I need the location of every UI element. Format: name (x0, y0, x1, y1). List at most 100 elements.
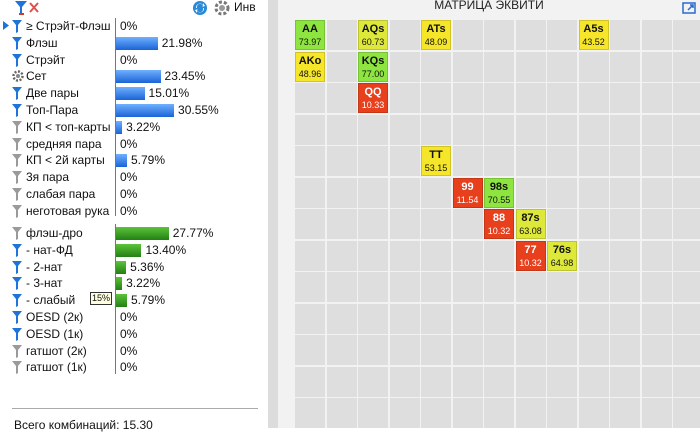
matrix-cell[interactable] (484, 272, 514, 302)
matrix-cell[interactable] (389, 177, 420, 208)
matrix-cell[interactable] (389, 366, 420, 397)
matrix-cell[interactable] (389, 114, 420, 145)
matrix-cell[interactable] (421, 272, 451, 302)
matrix-cell[interactable] (389, 335, 420, 365)
matrix-cell[interactable] (295, 398, 325, 428)
matrix-cell[interactable] (452, 335, 483, 365)
matrix-cell[interactable] (389, 303, 420, 334)
matrix-cell[interactable] (641, 114, 672, 145)
matrix-cell[interactable] (515, 366, 546, 397)
filter-blue-icon[interactable] (12, 243, 24, 257)
hand-cell-AQs[interactable]: AQs 60.73 (358, 20, 388, 50)
matrix-cell[interactable] (389, 240, 420, 271)
matrix-cell[interactable] (610, 209, 640, 239)
matrix-cell[interactable] (673, 20, 700, 50)
draws-row[interactable]: - 2-нат 5.36% (4, 259, 260, 276)
matrix-cell[interactable] (389, 146, 420, 176)
matrix-cell[interactable] (547, 209, 577, 239)
matrix-cell[interactable] (578, 240, 609, 271)
matrix-cell[interactable] (421, 177, 451, 208)
stats-row[interactable]: Сет 23.45% (4, 68, 260, 85)
matrix-cell[interactable] (389, 398, 420, 428)
matrix-cell[interactable] (484, 398, 514, 428)
draws-row[interactable]: гатшот (1к) 0% (4, 359, 260, 376)
matrix-cell[interactable] (452, 272, 483, 302)
draws-row[interactable]: - 3-нат 3.22% (4, 275, 260, 292)
matrix-cell[interactable] (578, 177, 609, 208)
matrix-cell[interactable] (673, 209, 700, 239)
matrix-cell[interactable] (452, 240, 483, 271)
filter-blue-icon[interactable] (12, 327, 24, 341)
matrix-cell[interactable] (610, 114, 640, 145)
draws-row[interactable]: - слабый 5.79% (4, 292, 260, 309)
stats-row[interactable]: Топ-Пара 30.55% (4, 102, 260, 119)
refresh-icon[interactable] (192, 0, 208, 16)
matrix-cell[interactable] (358, 209, 388, 239)
matrix-cell[interactable] (295, 177, 325, 208)
matrix-cell[interactable] (295, 366, 325, 397)
matrix-cell[interactable] (295, 146, 325, 176)
matrix-cell[interactable] (610, 398, 640, 428)
filter-blue-icon[interactable] (12, 87, 24, 101)
matrix-cell[interactable] (421, 240, 451, 271)
matrix-cell[interactable] (358, 114, 388, 145)
matrix-cell[interactable] (484, 366, 514, 397)
gear-icon[interactable] (214, 0, 230, 16)
matrix-cell[interactable] (610, 366, 640, 397)
filter-gray-icon[interactable] (12, 227, 24, 240)
matrix-cell[interactable] (358, 240, 388, 271)
draws-row[interactable]: - нат-ФД 13.40% (4, 242, 260, 259)
matrix-cell[interactable] (389, 51, 420, 82)
matrix-cell[interactable] (358, 146, 388, 176)
matrix-cell[interactable] (578, 335, 609, 365)
matrix-cell[interactable] (547, 51, 577, 82)
matrix-cell[interactable] (452, 303, 483, 334)
stats-row[interactable]: КП < 2й карты 5.79% (4, 152, 260, 169)
inv-button[interactable]: Инв (234, 0, 256, 14)
matrix-cell[interactable] (358, 366, 388, 397)
matrix-cell[interactable] (326, 398, 357, 428)
matrix-cell[interactable] (358, 335, 388, 365)
matrix-cell[interactable] (673, 51, 700, 82)
stats-row[interactable]: КП < топ-карты 3.22% (4, 119, 260, 136)
clear-icon[interactable] (28, 0, 40, 16)
matrix-cell[interactable] (326, 335, 357, 365)
stats-row[interactable]: 3я пара 0% (4, 169, 260, 186)
matrix-cell[interactable] (295, 272, 325, 302)
matrix-cell[interactable] (484, 51, 514, 82)
matrix-cell[interactable] (578, 51, 609, 82)
matrix-cell[interactable] (641, 303, 672, 334)
filter-gray-icon[interactable] (12, 344, 24, 358)
matrix-cell[interactable] (673, 272, 700, 302)
matrix-cell[interactable] (641, 51, 672, 82)
matrix-cell[interactable] (326, 303, 357, 334)
matrix-cell[interactable] (452, 114, 483, 145)
filter-gray-icon[interactable] (12, 361, 24, 375)
matrix-cell[interactable] (326, 83, 357, 113)
filter-blue-icon[interactable] (12, 311, 24, 324)
matrix-cell[interactable] (578, 146, 609, 176)
filter-toolbar-icon[interactable] (14, 0, 28, 16)
draws-row[interactable]: OESD (2к) 0% (4, 309, 260, 326)
matrix-cell[interactable] (610, 51, 640, 82)
filter-gray-icon[interactable] (12, 204, 24, 218)
matrix-cell[interactable] (578, 209, 609, 239)
stats-row[interactable]: неготовая рука 0% (4, 203, 260, 220)
matrix-cell[interactable] (421, 83, 451, 113)
matrix-cell[interactable] (452, 20, 483, 50)
matrix-cell[interactable] (673, 177, 700, 208)
matrix-cell[interactable] (610, 20, 640, 50)
matrix-cell[interactable] (641, 366, 672, 397)
matrix-cell[interactable] (326, 146, 357, 176)
stats-row[interactable]: ≥ Стрэйт-Флэш 0% (4, 18, 260, 35)
matrix-cell[interactable] (673, 114, 700, 145)
matrix-cell[interactable] (547, 114, 577, 145)
matrix-cell[interactable] (641, 240, 672, 271)
hand-cell-TT[interactable]: TT 53.15 (421, 146, 451, 176)
matrix-cell[interactable] (515, 272, 546, 302)
matrix-cell[interactable] (484, 335, 514, 365)
matrix-cell[interactable] (673, 146, 700, 176)
matrix-cell[interactable] (421, 335, 451, 365)
hand-cell-98s[interactable]: 98s 70.55 (484, 177, 514, 208)
matrix-cell[interactable] (326, 240, 357, 271)
